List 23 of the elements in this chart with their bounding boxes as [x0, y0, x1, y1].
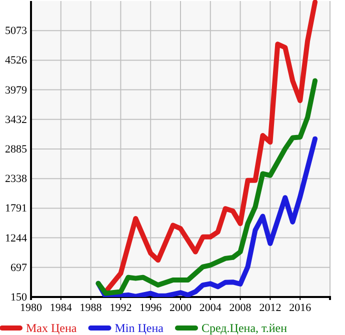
y-tick-label: 697: [10, 262, 28, 274]
y-tick-label: 3979: [5, 84, 28, 96]
x-tick-label: 1988: [80, 302, 102, 314]
y-tick-label: 5073: [5, 25, 28, 38]
y-tick-label: 1244: [5, 232, 28, 244]
y-tick-label: 2338: [5, 173, 28, 186]
x-tick-label: 2016: [289, 302, 312, 314]
y-tick-label: 3432: [5, 114, 27, 126]
x-tick-label: 2008: [229, 302, 252, 314]
x-tick-label: 1980: [20, 302, 42, 314]
legend-label: Min Цена: [114, 321, 164, 335]
x-tick-label: 2000: [170, 302, 192, 314]
x-tick-label: 2004: [199, 302, 222, 314]
y-tick-label: 1791: [5, 202, 27, 215]
y-tick-label: 4526: [5, 54, 28, 67]
legend-label: Max Цена: [26, 321, 78, 335]
x-tick-label: 1992: [110, 302, 132, 314]
legend-label: Сред.Цена, т.йен: [202, 321, 288, 335]
x-tick-label: 2012: [259, 302, 282, 314]
x-tick-label: 1996: [140, 302, 162, 314]
y-tick-label: 150: [10, 292, 28, 304]
x-tick-label: 1984: [50, 302, 72, 314]
y-tick-label: 2885: [5, 144, 28, 156]
